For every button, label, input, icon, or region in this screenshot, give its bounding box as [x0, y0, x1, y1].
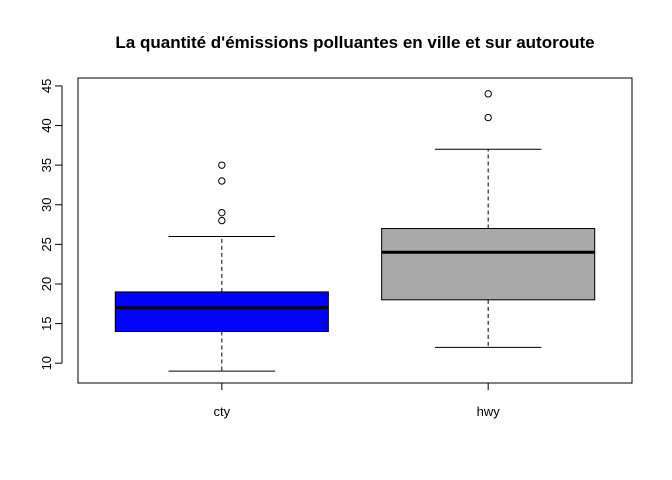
- box-cty: [114, 161, 329, 372]
- boxes: [114, 90, 596, 372]
- x-axis: cty hwy: [214, 383, 501, 419]
- iqr-box: [381, 228, 596, 301]
- y-tick-label: 40: [39, 118, 54, 132]
- iqr-box: [114, 291, 329, 333]
- plot-frame: [77, 77, 633, 384]
- y-tick-label: 25: [39, 237, 54, 251]
- outlier-point: [218, 161, 226, 169]
- outlier-point: [484, 90, 492, 98]
- y-tick-label: 15: [39, 316, 54, 330]
- y-tick-label: 10: [39, 356, 54, 370]
- outlier-point: [218, 208, 226, 217]
- y-tick-label: 35: [39, 158, 54, 172]
- y-tick-label: 30: [39, 198, 54, 212]
- y-tick-label: 20: [39, 277, 54, 291]
- x-tick-label-cty: cty: [214, 404, 231, 419]
- y-axis: 10 15 20 25 30 35 40 45: [39, 79, 63, 370]
- outlier-point: [484, 113, 492, 122]
- chart-title: La quantité d'émissions polluantes en vi…: [115, 33, 594, 52]
- box-hwy: [381, 90, 596, 348]
- y-tick-label: 45: [39, 79, 54, 93]
- x-tick-label-hwy: hwy: [477, 404, 501, 419]
- outlier-point: [218, 216, 226, 225]
- outlier-point: [218, 177, 226, 185]
